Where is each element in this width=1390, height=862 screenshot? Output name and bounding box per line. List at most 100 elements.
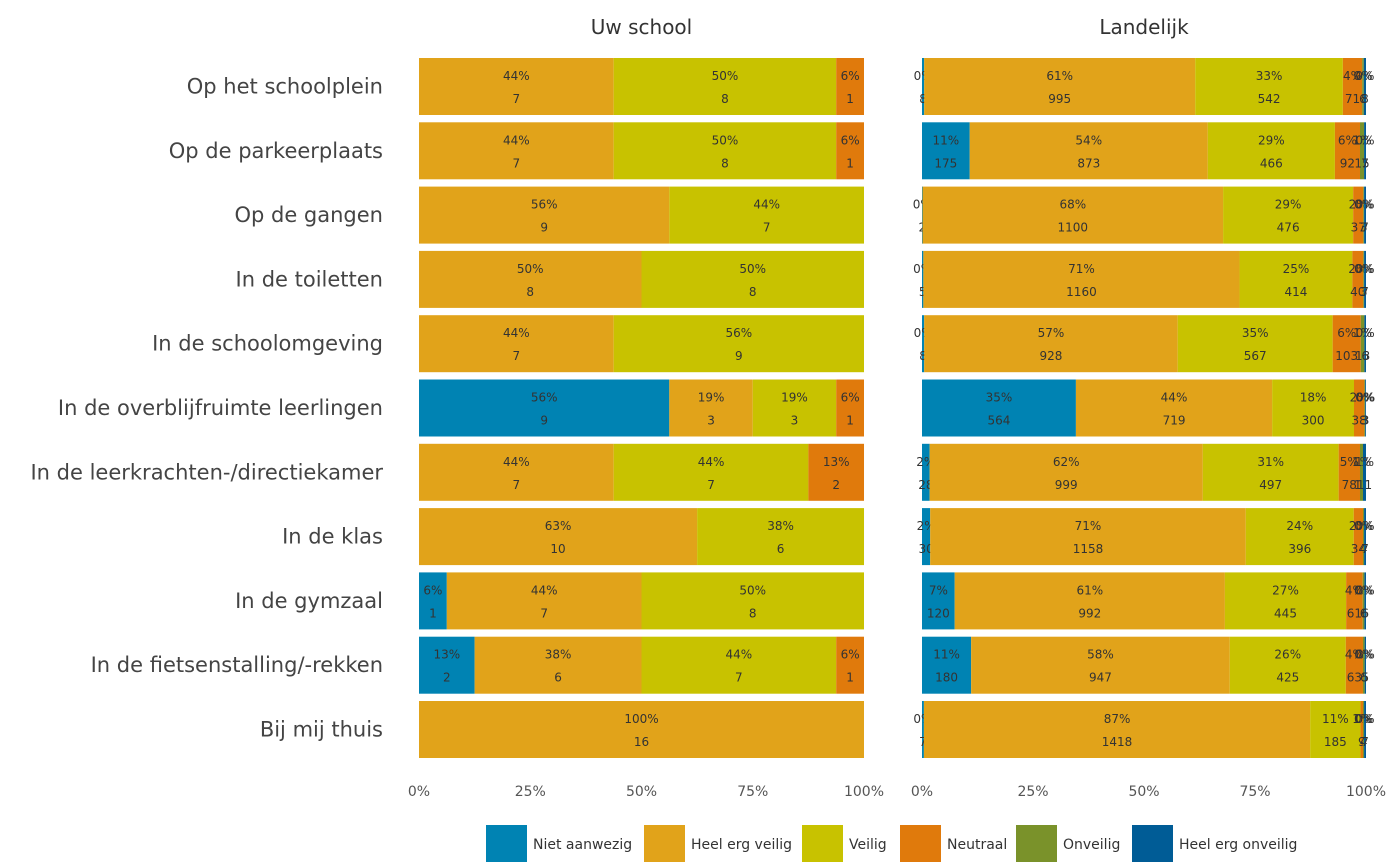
bar-segment [836,122,864,180]
segment-percent-label: 6% [423,583,442,597]
segment-percent-label: 4% [1345,583,1364,597]
segment-count-label: 5 [1361,671,1369,685]
segment-percent-label: 61% [1046,69,1073,83]
x-tick-label: 75% [737,784,768,800]
bar-segment [1075,379,1273,437]
bar-segment [922,250,924,308]
bar-segment [1346,572,1363,630]
x-tick-label: 50% [626,784,657,800]
segment-count-label: 999 [1055,478,1078,492]
segment-percent-label: 11% [933,133,960,147]
bar-segment [697,508,865,566]
bar-segment [929,443,1203,501]
legend-label: Veilig [849,837,887,853]
segment-count-label: 71 [1345,92,1360,106]
bar-segment [1245,508,1354,566]
bar-segment [1362,443,1366,501]
segment-count-label: 28 [918,478,933,492]
segment-count-label: 7 [513,478,521,492]
segment-count-label: 1 [846,414,854,428]
bar-segment [1364,701,1366,758]
segment-percent-label: 0% [1356,712,1375,726]
segment-percent-label: 44% [726,648,753,662]
segment-count-label: 7 [707,478,715,492]
bar-segment [474,636,642,694]
segment-percent-label: 6% [841,69,860,83]
segment-percent-label: 44% [503,133,530,147]
segment-count-label: 6 [1360,606,1368,620]
segment-percent-label: 44% [1161,391,1188,405]
bar-segment [1363,58,1366,115]
panel-title: Landelijk [1099,15,1189,39]
segment-percent-label: 6% [841,391,860,405]
bar-segment [419,58,614,115]
segment-percent-label: 19% [781,391,808,405]
legend-swatch [802,825,843,862]
bar-segment [613,443,809,501]
x-tick-label: 0% [911,784,933,800]
bar-segment [419,379,670,437]
bar-segment [1310,701,1361,758]
bar-segment [419,508,698,566]
segment-count-label: 40 [1350,285,1365,299]
segment-count-label: 466 [1260,156,1283,170]
segment-percent-label: 2% [1350,391,1369,405]
segment-count-label: 185 [1324,735,1347,749]
bar-segment [1363,250,1365,308]
segment-percent-label: 58% [1087,648,1114,662]
legend-label: Heel erg veilig [691,837,792,853]
bar-segment [1195,58,1343,115]
segment-percent-label: 44% [503,69,530,83]
bar-segment [1352,250,1364,308]
bar-segment [613,315,864,373]
category-label: In de fietsenstalling/-rekken [91,653,383,677]
segment-percent-label: 0% [1356,391,1375,405]
segment-count-label: 7 [513,92,521,106]
segment-count-label: 947 [1089,671,1112,685]
bar-segment [641,572,864,630]
bar-segment [1364,572,1366,630]
bar-segment [924,58,1196,115]
bar-segment [1363,508,1365,566]
segment-count-label: 2 [918,221,926,235]
bar-segment [922,186,923,244]
bar-segment [1223,186,1354,244]
segment-percent-label: 35% [986,391,1013,405]
segment-percent-label: 56% [726,326,753,340]
segment-count-label: 1 [846,156,854,170]
bar-segment [669,186,864,244]
bar-segment [1359,443,1363,501]
bar-segment [419,636,475,694]
segment-percent-label: 44% [503,455,530,469]
segment-percent-label: 4% [1343,69,1362,83]
segment-percent-label: 29% [1258,133,1285,147]
segment-count-label: 3 [1362,414,1370,428]
segment-percent-label: 0% [1355,69,1374,83]
legend-label: Heel erg onveilig [1179,837,1297,853]
category-label: Bij mij thuis [260,718,383,742]
segment-percent-label: 1% [1353,326,1372,340]
category-label: In de gymzaal [235,589,383,613]
legend-swatch [1016,825,1057,862]
bar-segment [954,572,1225,630]
legend-label: Niet aanwezig [533,837,632,853]
bar-segment [808,443,865,501]
segment-count-label: 37 [1351,221,1366,235]
segment-count-label: 9 [540,414,548,428]
bar-segment [419,250,642,308]
segment-percent-label: 6% [1338,133,1357,147]
segment-count-label: 11 [1357,478,1372,492]
category-label: In de leerkrachten-/directiekamer [30,460,383,484]
segment-count-label: 497 [1259,478,1282,492]
segment-percent-label: 6% [841,648,860,662]
segment-percent-label: 61% [1076,583,1103,597]
bar-segment [1363,186,1365,244]
segment-count-label: 995 [1048,92,1071,106]
bar-segment [1332,315,1361,373]
x-tick-label: 25% [515,784,546,800]
segment-percent-label: 56% [531,198,558,212]
bar-segment [446,572,642,630]
segment-count-label: 6 [777,542,785,556]
bar-segment [1364,508,1366,566]
